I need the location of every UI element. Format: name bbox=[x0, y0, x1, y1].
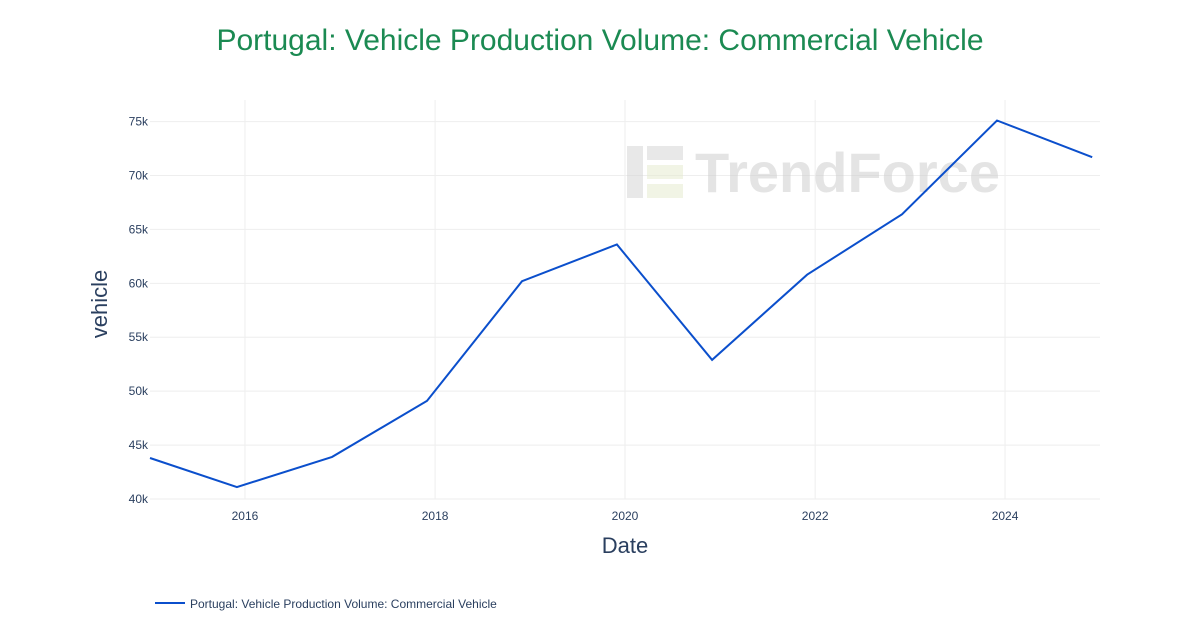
grid-lines bbox=[150, 100, 1100, 500]
legend-label: Portugal: Vehicle Production Volume: Com… bbox=[190, 597, 497, 611]
trendforce-logo-icon bbox=[627, 146, 683, 198]
y-tick-label: 45k bbox=[129, 438, 149, 452]
series-line bbox=[149, 119, 1093, 489]
x-tick-label: 2018 bbox=[422, 509, 449, 523]
y-tick-label: 75k bbox=[129, 115, 149, 129]
x-axis-ticks: 2016 2018 2020 2022 2024 bbox=[232, 509, 1019, 523]
x-axis-title: Date bbox=[602, 533, 648, 558]
x-tick-label: 2022 bbox=[802, 509, 829, 523]
chart-title: Portugal: Vehicle Production Volume: Com… bbox=[216, 24, 983, 57]
x-tick-label: 2016 bbox=[232, 509, 259, 523]
y-axis-title: vehicle bbox=[87, 270, 112, 338]
x-tick-label: 2020 bbox=[612, 509, 639, 523]
y-axis-ticks: 40k 45k 50k 55k 60k 65k 70k 75k bbox=[129, 115, 149, 506]
y-tick-label: 70k bbox=[129, 168, 149, 182]
trendforce-watermark: TrendForce bbox=[627, 141, 1000, 204]
y-tick-label: 40k bbox=[129, 492, 149, 506]
x-tick-label: 2024 bbox=[992, 509, 1019, 523]
y-tick-label: 50k bbox=[129, 384, 149, 398]
legend: Portugal: Vehicle Production Volume: Com… bbox=[155, 597, 497, 611]
watermark-text: TrendForce bbox=[695, 141, 1000, 204]
y-tick-label: 65k bbox=[129, 222, 149, 236]
y-tick-label: 55k bbox=[129, 330, 149, 344]
y-tick-label: 60k bbox=[129, 276, 149, 290]
